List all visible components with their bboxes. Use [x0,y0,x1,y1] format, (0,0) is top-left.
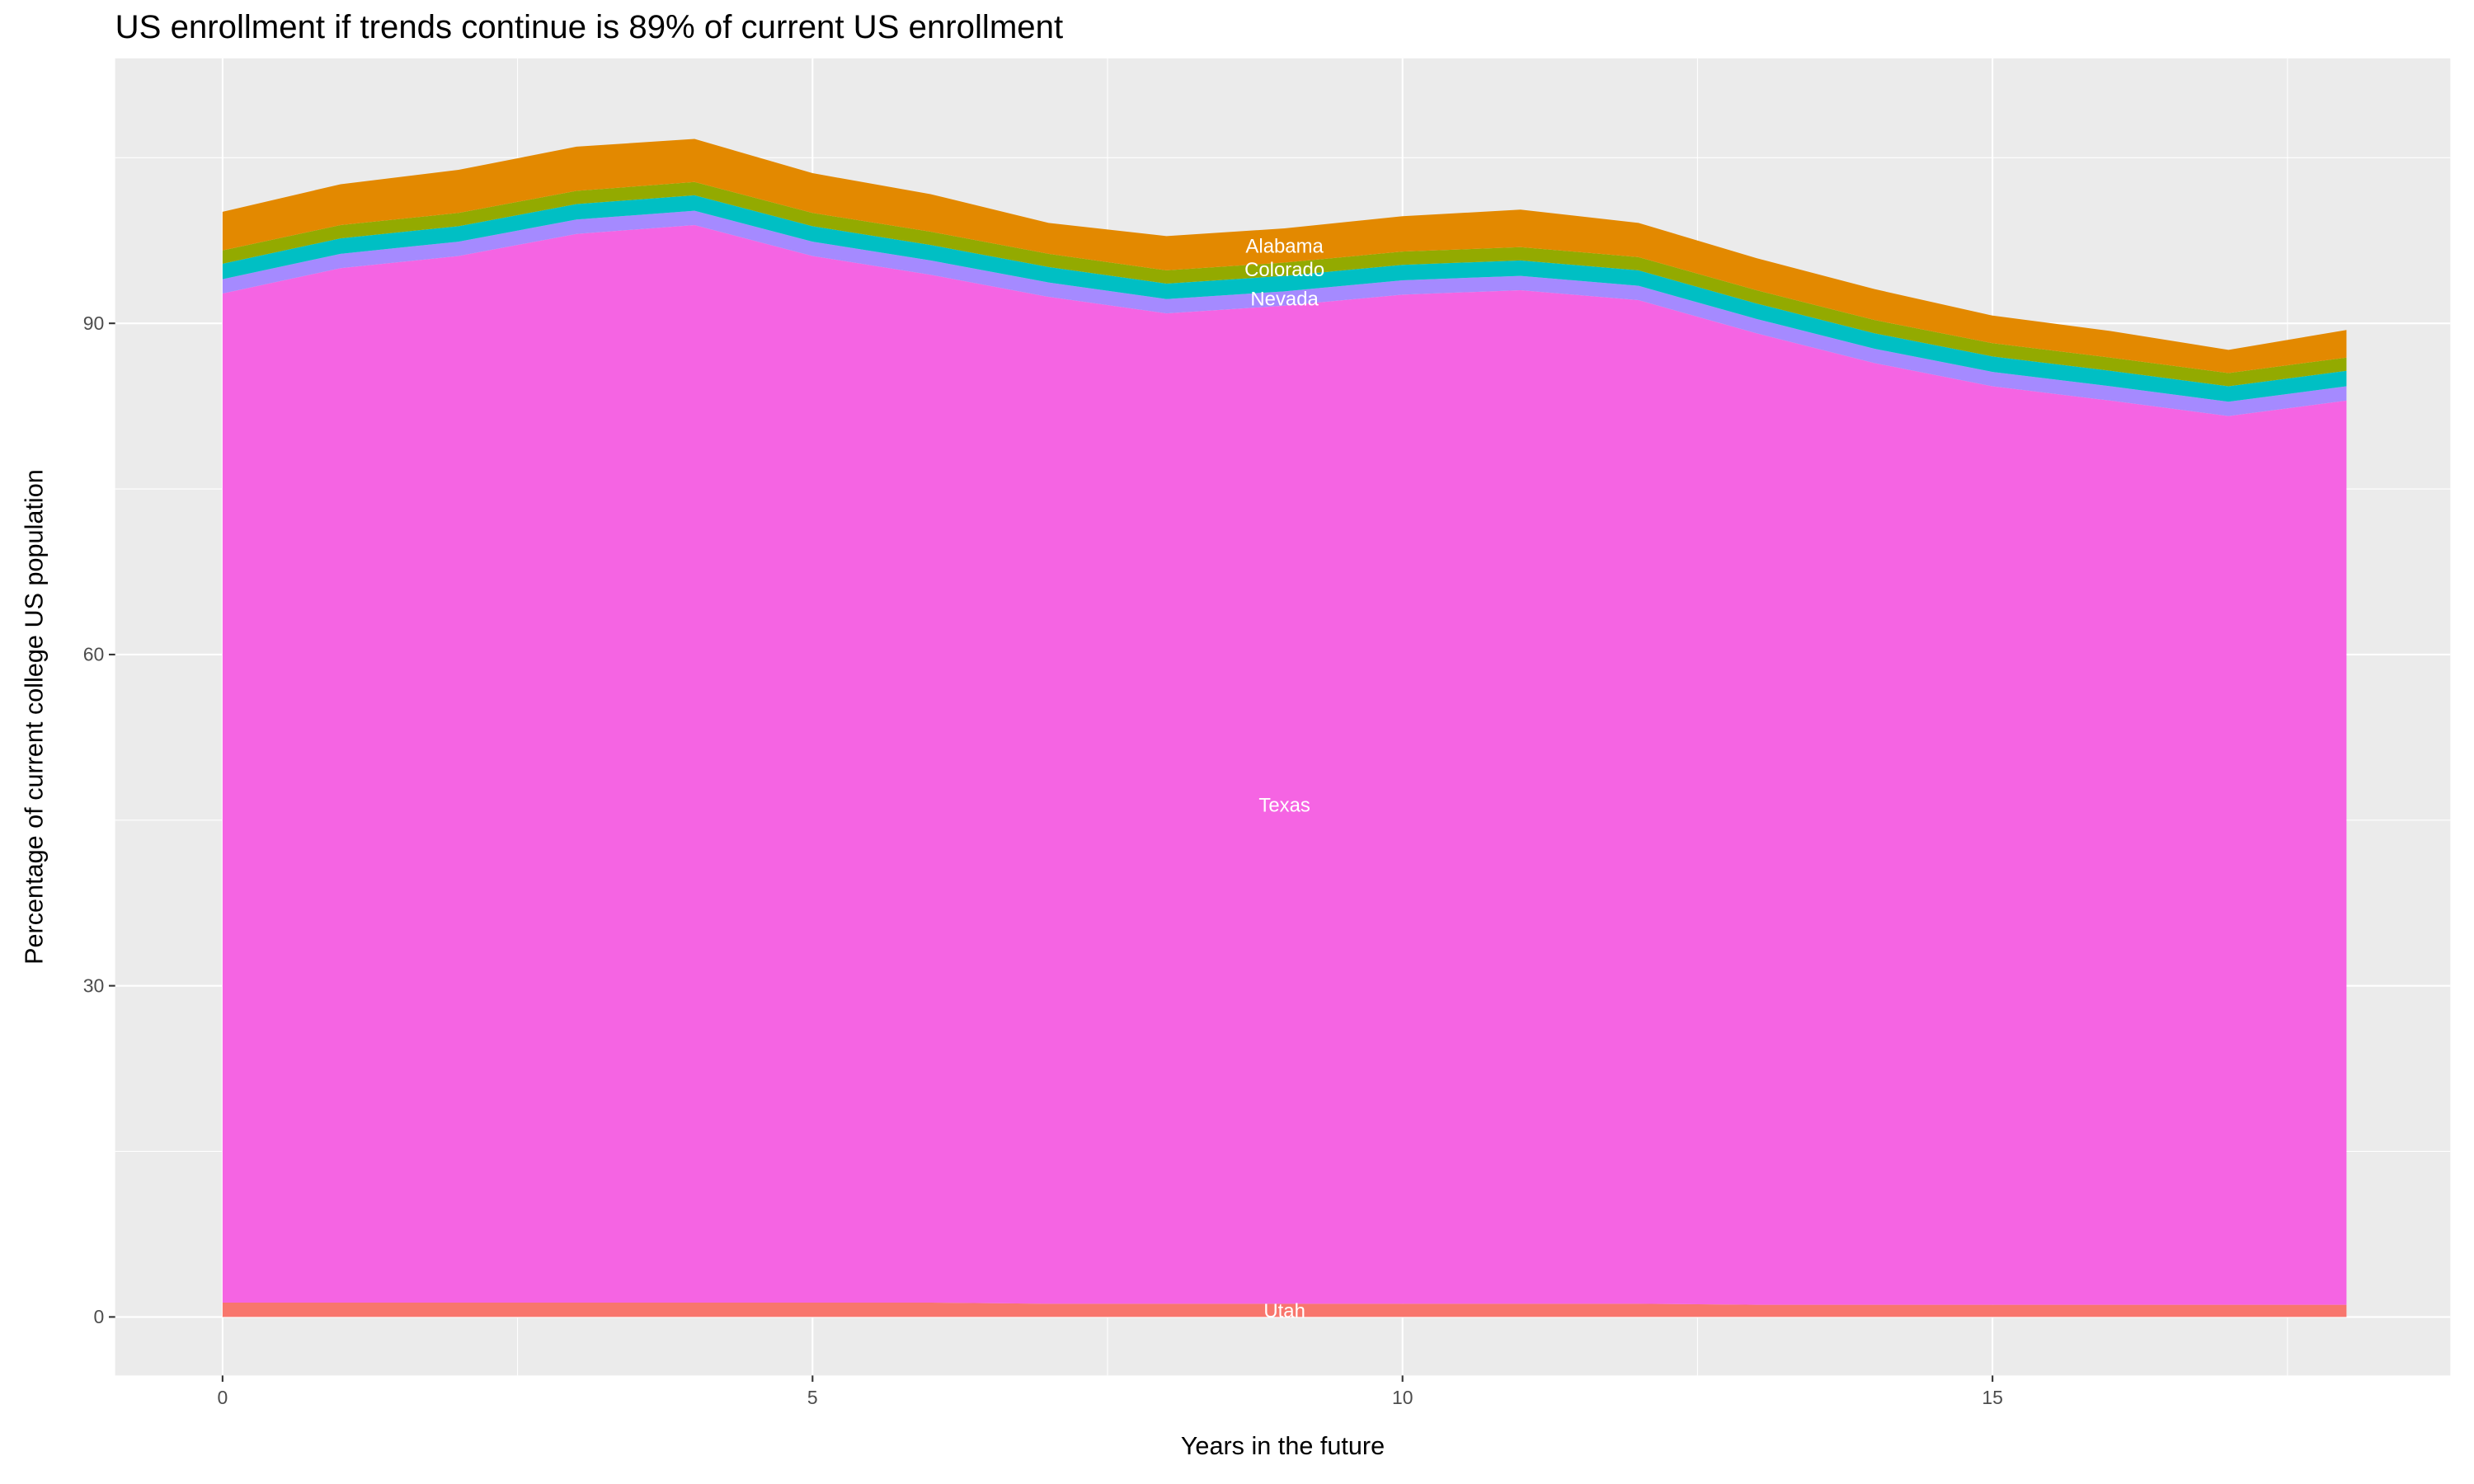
y-tick-label: 60 [83,644,105,665]
series-label: Alabama [1245,235,1324,257]
area [222,1302,2347,1317]
area [222,210,2347,416]
x-tick-label: 15 [1982,1387,2003,1408]
x-tick-label: 10 [1392,1387,1413,1408]
series-label: Nevada [1250,289,1319,311]
y-tick-label: 30 [83,974,105,996]
x-tick-label: 0 [217,1387,228,1408]
y-tick-label: 90 [83,312,105,334]
area [222,195,2347,402]
x-axis-title: Years in the future [1181,1432,1385,1460]
y-axis-title: Percentage of current college US populat… [21,469,49,965]
series-label: Colorado [1244,259,1324,281]
y-tick-label: 0 [94,1306,105,1327]
series-label: Texas [1258,795,1310,817]
area [222,181,2347,387]
series-label: Utah [1263,1300,1305,1322]
area [222,224,2347,1305]
chart-title: US enrollment if trends continue is 89% … [115,8,1063,45]
area [222,139,2347,373]
x-tick-label: 5 [807,1387,818,1408]
